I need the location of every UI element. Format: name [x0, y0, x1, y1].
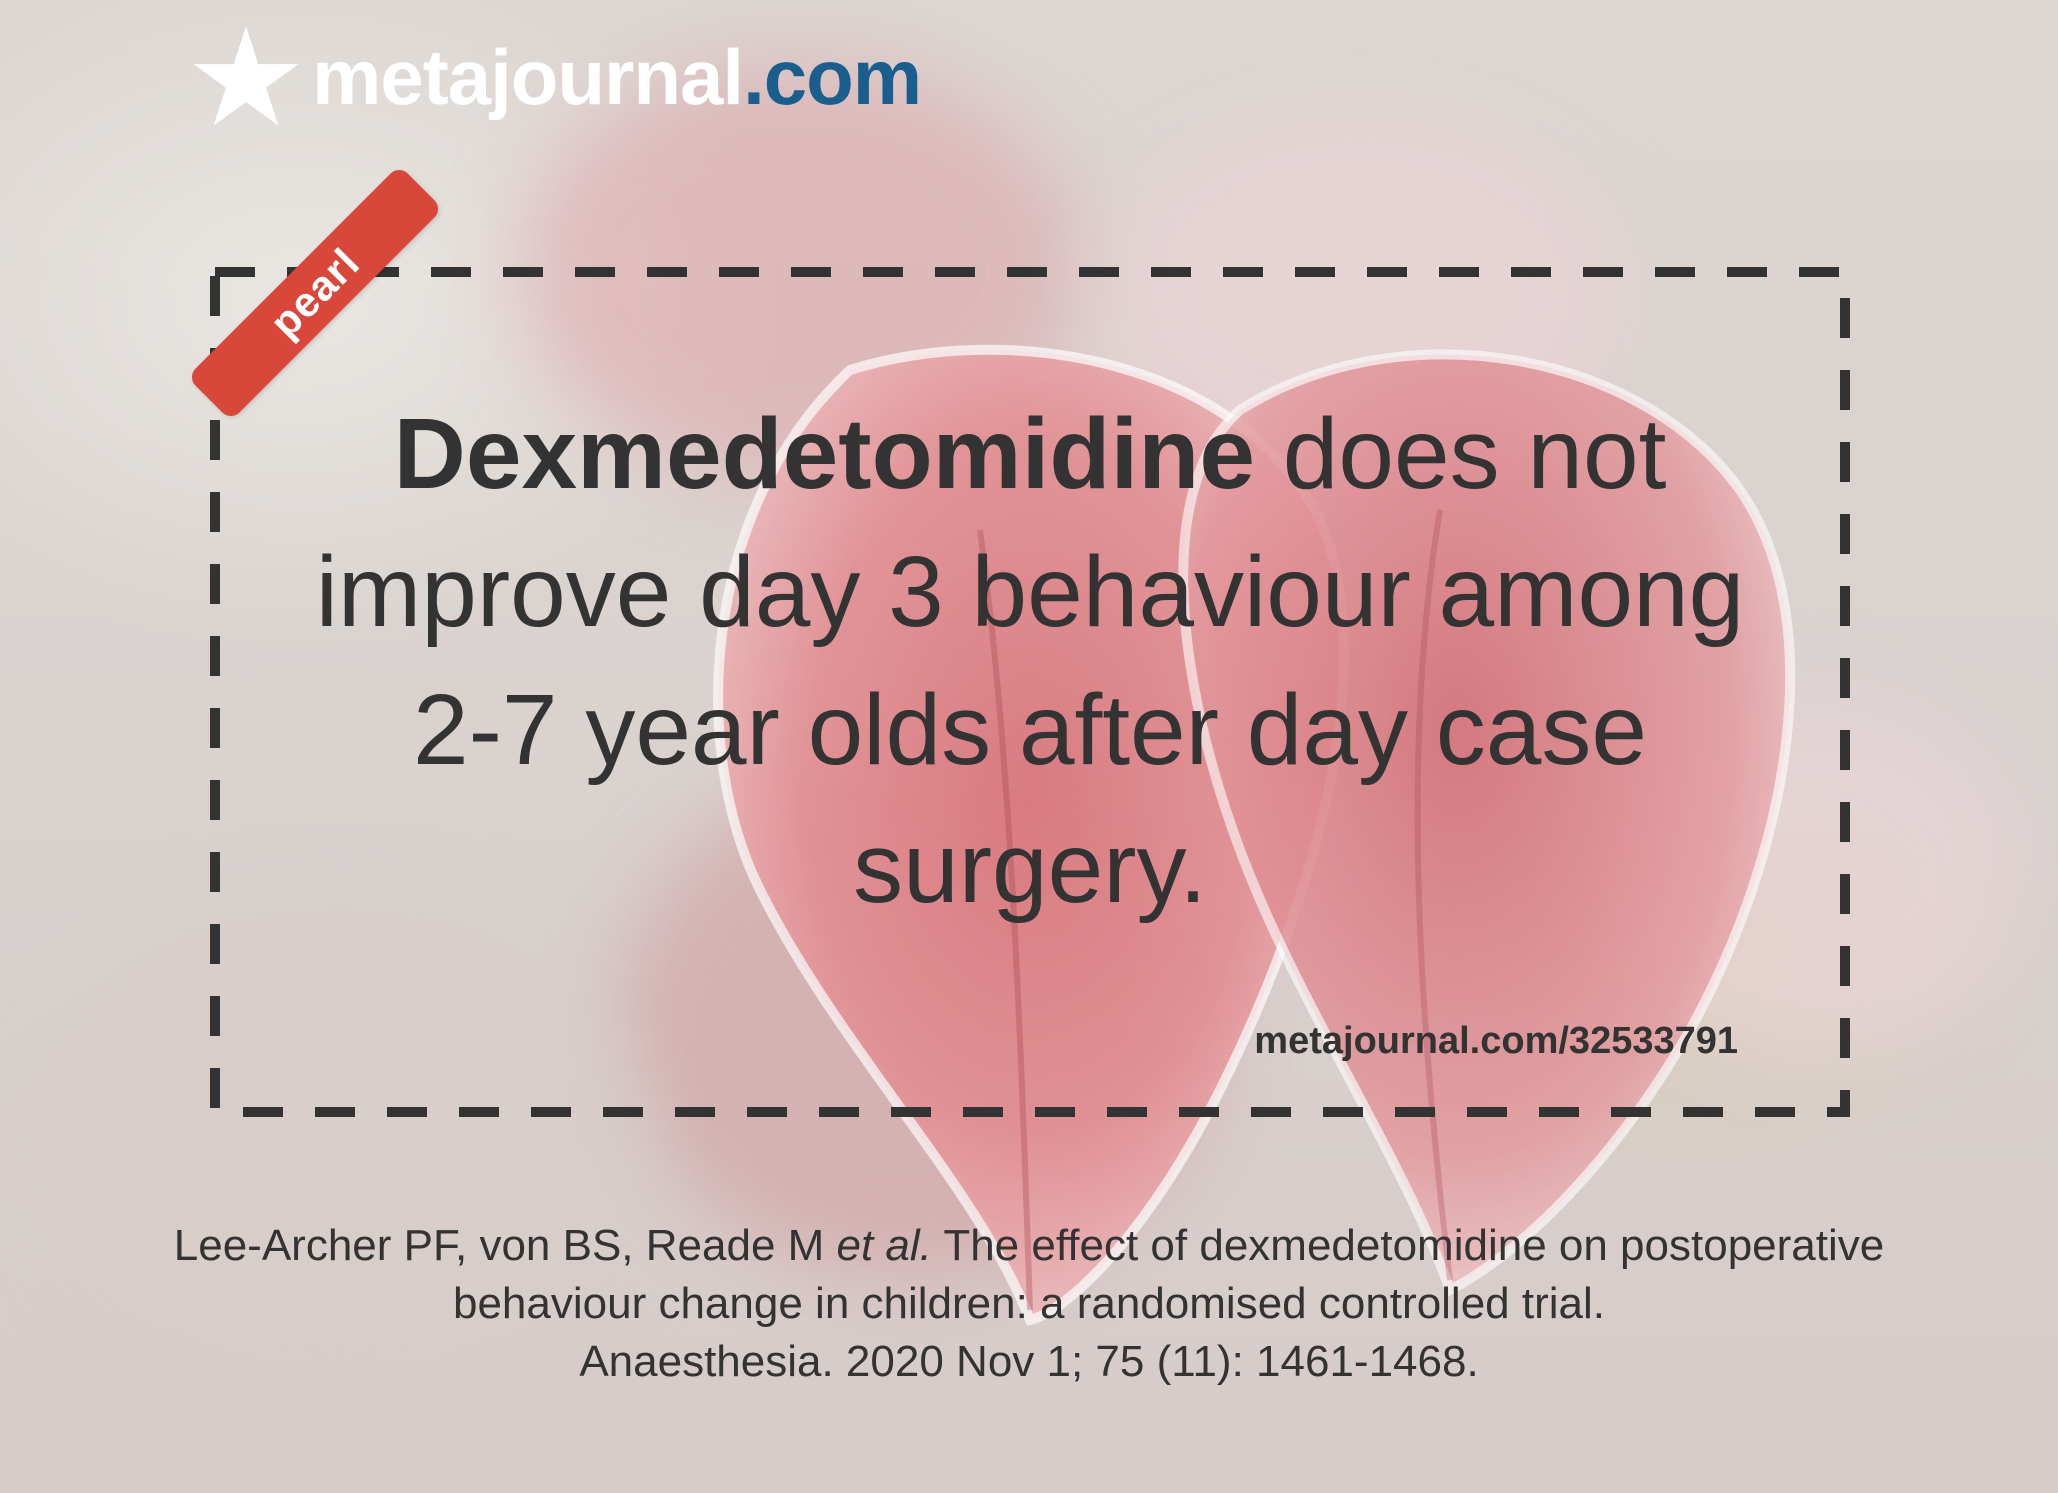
citation-authors: Lee-Archer PF, von BS, Reade M [173, 1221, 837, 1270]
citation-title: The effect of dexmedetomidine on postope… [452, 1221, 1885, 1328]
logo-tld: .com [743, 33, 922, 121]
headline-bold: Dexmedetomidine [393, 398, 1255, 510]
logo-wordmark: metajournal.com [312, 38, 922, 116]
logo-name: metajournal [312, 33, 744, 121]
star-icon [193, 26, 299, 126]
citation-etal: et al. [836, 1221, 932, 1270]
headline-rest: does not improve day 3 behaviour among 2… [315, 398, 1745, 924]
site-logo[interactable]: metajournal.com [190, 22, 922, 132]
citation-journal: Anaesthesia. 2020 Nov 1; 75 (11): 1461-1… [579, 1337, 1479, 1386]
article-link[interactable]: metajournal.com/32533791 [1254, 1020, 1738, 1062]
pearl-frame [210, 267, 1850, 1117]
pearl-headline: Dexmedetomidine does not improve day 3 b… [300, 385, 1760, 937]
leaf-illustration [713, 344, 1796, 1326]
citation: Lee-Archer PF, von BS, Reade M et al. Th… [150, 1217, 1908, 1391]
